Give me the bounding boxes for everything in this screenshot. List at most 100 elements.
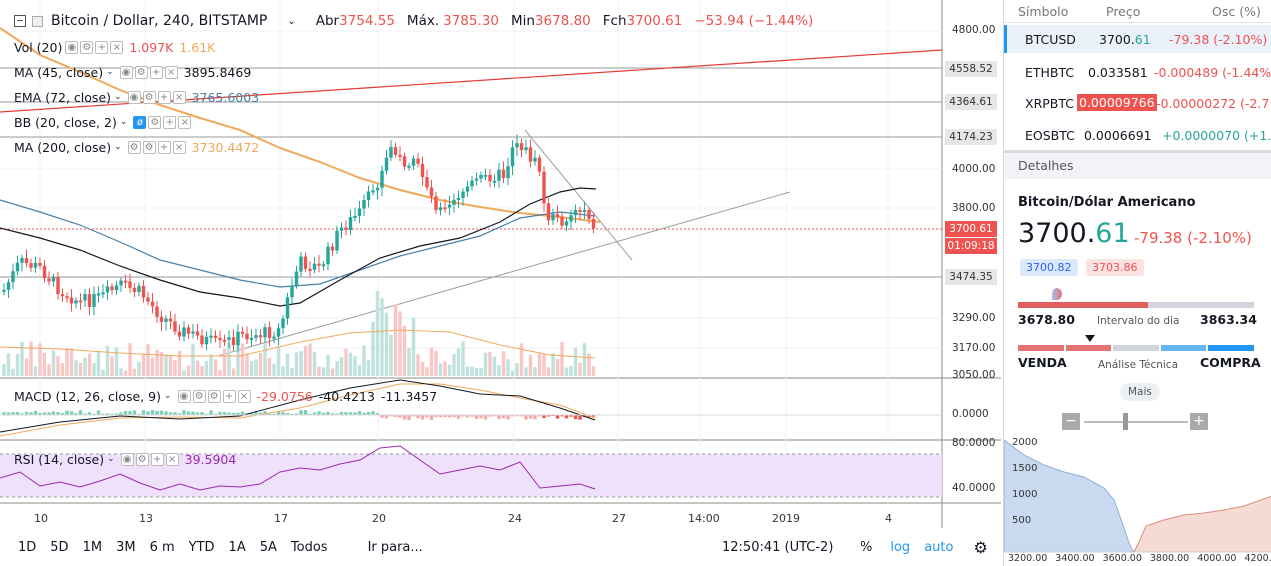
- column-header-symbol[interactable]: Símbolo: [1018, 4, 1069, 19]
- indicator-vol[interactable]: Vol (20) ◉ ⚙ + × 1.097K 1.61K: [14, 38, 221, 56]
- chevron-down-icon[interactable]: ⌄: [114, 92, 122, 102]
- candle: [564, 221, 569, 226]
- auto-toggle[interactable]: auto: [924, 539, 954, 555]
- watchlist-row-btcusd[interactable]: BTCUSD 3700.61 -79.38 (-2.10%): [1004, 25, 1271, 53]
- macd-bar: [24, 411, 29, 415]
- indicator-rsi[interactable]: RSI (14, close) ⌄ ◉ ⚙ + × 39.5904: [14, 450, 242, 468]
- indicator-bb[interactable]: BB (20, close, 2) ⌄ ø ⚙ + ×: [14, 113, 197, 131]
- ma200-line: [0, 27, 601, 223]
- volume-bar: [434, 350, 438, 376]
- range-1d[interactable]: 1D: [18, 539, 37, 555]
- collapse-icon[interactable]: [14, 15, 26, 27]
- range-5d[interactable]: 5D: [50, 539, 69, 555]
- candle: [366, 191, 371, 201]
- indicator-ma45[interactable]: MA (45, close) ⌄ ◉ ⚙ + × 3895.8469: [14, 63, 257, 81]
- watchlist-row-ethbtc[interactable]: ETHBTC 0.033581 -0.000489 (-1.44%: [1004, 58, 1271, 86]
- volume-bar: [146, 344, 150, 376]
- depth-y-tick: 2000: [1012, 437, 1038, 448]
- indicator-buttons[interactable]: ø ⚙ + ×: [133, 115, 192, 129]
- clone-icon[interactable]: [32, 15, 43, 27]
- volume-bar: [303, 345, 308, 376]
- volume-bar: [443, 361, 447, 376]
- volume-bar: [362, 345, 366, 376]
- details-section-header[interactable]: Detalhes: [1004, 153, 1271, 179]
- indicator-buttons[interactable]: ◉ ⚙ + ×: [120, 452, 179, 466]
- more-button[interactable]: Mais: [1120, 383, 1160, 401]
- indicator-buttons[interactable]: ◉ ⚙ + ×: [127, 90, 186, 104]
- gear-icon[interactable]: ⚙: [973, 537, 988, 557]
- ma45-line: [0, 187, 597, 307]
- candle: [411, 158, 416, 166]
- volume-bar: [488, 352, 492, 376]
- macd-bar: [285, 413, 290, 415]
- add-icon: +: [157, 90, 171, 104]
- technical-label[interactable]: Análise Técnica: [1098, 359, 1179, 371]
- range-1a[interactable]: 1A: [228, 539, 246, 555]
- macd-bar: [533, 415, 537, 420]
- candle: [200, 335, 204, 345]
- chevron-down-icon[interactable]: ⌄: [287, 15, 296, 27]
- candle: [222, 339, 227, 342]
- column-header-change[interactable]: Osc (%): [1212, 4, 1261, 19]
- macd-bar: [65, 410, 69, 415]
- candle: [312, 263, 317, 270]
- clock[interactable]: 12:50:41 (UTC-2): [722, 539, 834, 555]
- volume-bar: [56, 356, 60, 376]
- range-ytd[interactable]: YTD: [188, 539, 215, 555]
- indicator-macd[interactable]: MACD (12, 26, close, 9) ⌄ ◉ ⚙ ⚙ + × -29.0756 …: [14, 387, 443, 405]
- indicator-buttons[interactable]: ◉ ⚙ + ×: [65, 40, 124, 54]
- candle: [164, 318, 168, 322]
- zoom-handle[interactable]: [1123, 413, 1128, 430]
- chart-area[interactable]: Bitcoin / Dollar, 240, BITSTAMP ⌄ Abr 375…: [0, 0, 1001, 566]
- macd-bar: [186, 411, 191, 415]
- price-tick: 4800.00: [952, 24, 996, 36]
- indicator-name: BB (20, close, 2): [14, 114, 117, 130]
- macd-tick: 0.0000: [952, 408, 989, 420]
- low-label: Min: [510, 13, 535, 29]
- candle: [267, 327, 272, 339]
- zoom-track[interactable]: [1084, 421, 1188, 423]
- symbol-title[interactable]: Bitcoin / Dollar, 240, BITSTAMP: [51, 13, 268, 29]
- last-price-dec: 61: [1095, 218, 1130, 249]
- volume-bar: [483, 352, 488, 376]
- watchlist-row-xrpbtc[interactable]: XRPBTC 0.00009766 -0.00000272 (-2.7: [1004, 89, 1271, 117]
- range-5a[interactable]: 5A: [259, 539, 277, 555]
- macd-bar: [330, 413, 335, 415]
- macd-bar: [420, 415, 425, 420]
- indicator-buttons[interactable]: ⚙ ⚙ + ×: [127, 140, 186, 154]
- candle: [33, 262, 38, 268]
- log-toggle[interactable]: log: [890, 539, 911, 555]
- percent-toggle[interactable]: %: [860, 539, 873, 555]
- chevron-down-icon[interactable]: ⌄: [119, 117, 128, 127]
- range-6m[interactable]: 6 m: [149, 539, 175, 555]
- macd-bar: [281, 412, 285, 415]
- goto-button[interactable]: Ir para...: [367, 539, 423, 555]
- chart-canvas[interactable]: [0, 0, 1001, 566]
- zoom-out-button[interactable]: −: [1062, 413, 1080, 430]
- range-all[interactable]: Todos: [290, 539, 328, 555]
- macd-bar: [384, 415, 389, 419]
- watchlist-row-eosbtc[interactable]: EOSBTC 0.0006691 +0.0000070 (+1.06: [1004, 121, 1271, 149]
- indicator-ma200[interactable]: MA (200, close) ⌄ ⚙ ⚙ + × 3730.4472: [14, 138, 265, 156]
- ask-badge: 3703.86: [1086, 259, 1144, 276]
- indicator-buttons[interactable]: ◉ ⚙ + ×: [119, 65, 178, 79]
- chevron-down-icon[interactable]: ⌄: [106, 67, 114, 77]
- column-header-price[interactable]: Preço: [1106, 4, 1141, 19]
- indicator-buttons[interactable]: ◉ ⚙ ⚙ + ×: [177, 389, 251, 403]
- price-tick: 3290.00: [952, 312, 996, 324]
- volume-bar: [578, 362, 582, 376]
- macd-bar: [402, 415, 407, 420]
- macd-bar: [429, 415, 434, 420]
- indicator-ema72[interactable]: EMA (72, close) ⌄ ◉ ⚙ + × 3765.6003: [14, 88, 265, 106]
- chevron-down-icon[interactable]: ⌄: [164, 391, 172, 401]
- chevron-down-icon[interactable]: ⌄: [107, 454, 115, 464]
- range-1m[interactable]: 1M: [82, 539, 103, 555]
- range-3m[interactable]: 3M: [116, 539, 136, 555]
- zoom-in-button[interactable]: +: [1190, 413, 1208, 430]
- close-icon: ×: [165, 452, 179, 466]
- candle: [6, 282, 11, 290]
- time-tick: 24: [508, 512, 522, 525]
- candle: [384, 157, 389, 171]
- chevron-down-icon[interactable]: ⌄: [114, 142, 122, 152]
- volume-bar: [285, 353, 290, 376]
